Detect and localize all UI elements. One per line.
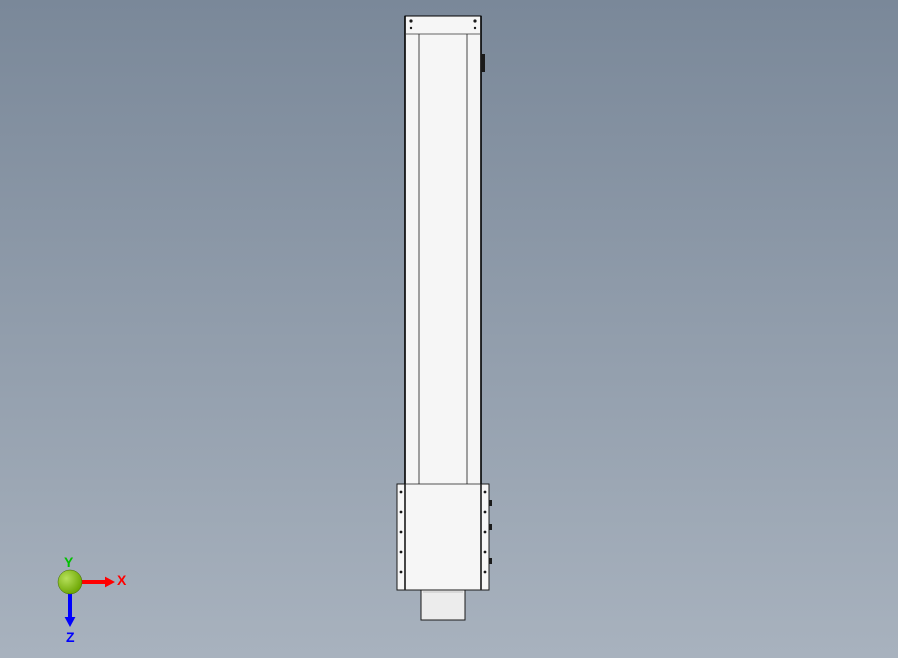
bracket-hole — [484, 531, 487, 534]
model-canvas[interactable] — [0, 0, 898, 658]
bracket-hole — [400, 551, 403, 554]
triad-origin — [58, 570, 82, 594]
axis-z-label: Z — [66, 629, 75, 645]
mounting-hole — [409, 19, 412, 22]
bracket-hole — [484, 551, 487, 554]
bracket-hole — [400, 511, 403, 514]
bracket-hole — [400, 531, 403, 534]
side-tab — [489, 500, 492, 506]
side-tab — [489, 558, 492, 564]
main-body — [405, 16, 481, 590]
foot-block — [421, 590, 465, 620]
mounting-hole — [474, 27, 476, 29]
bracket-hole — [484, 571, 487, 574]
axis-x-label: X — [117, 572, 126, 588]
side-tab — [489, 524, 492, 530]
bracket-hole — [400, 491, 403, 494]
mounting-hole — [410, 27, 412, 29]
mounting-hole — [473, 19, 476, 22]
bracket-hole — [400, 571, 403, 574]
cad-model[interactable] — [397, 16, 492, 620]
bracket-hole — [484, 491, 487, 494]
side-pin — [481, 54, 485, 72]
cad-viewport[interactable]: X Y Z — [0, 0, 898, 658]
axis-y-label: Y — [64, 554, 73, 570]
bracket-hole — [484, 511, 487, 514]
